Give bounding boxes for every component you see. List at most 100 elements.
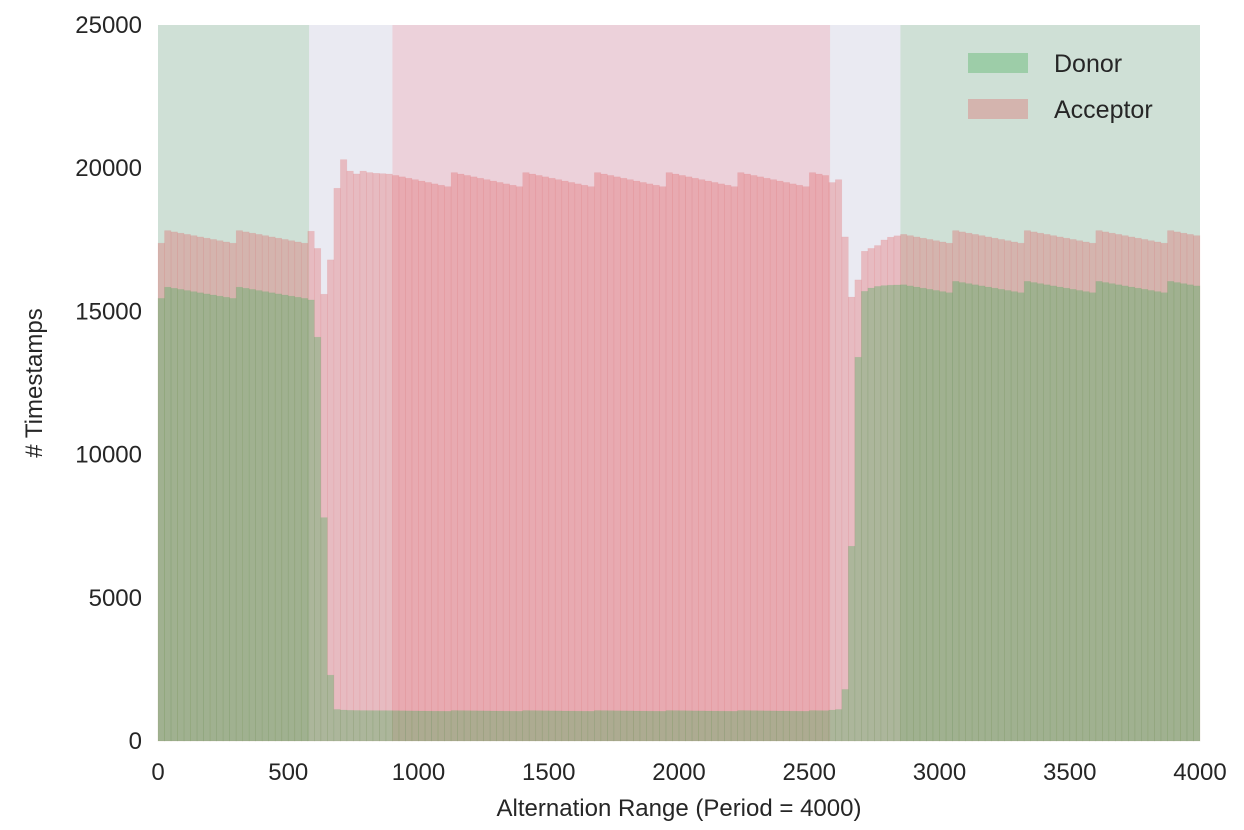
- donor-bar: [1004, 290, 1012, 742]
- donor-bar: [1049, 285, 1058, 742]
- donor-bar: [652, 710, 660, 742]
- donor-bar: [633, 710, 641, 742]
- donor-bar: [776, 710, 784, 742]
- acceptor-bar: [346, 170, 354, 742]
- acceptor-bar: [880, 239, 888, 742]
- donor-bar: [203, 293, 211, 742]
- donor-bar: [743, 710, 751, 742]
- acceptor-bar: [1056, 236, 1064, 742]
- acceptor-bar: [1095, 230, 1103, 742]
- donor-bar: [170, 288, 178, 742]
- legend-swatch-acceptor: [968, 99, 1028, 119]
- acceptor-bar: [971, 234, 979, 742]
- acceptor-bar: [991, 237, 999, 742]
- donor-bar: [587, 711, 595, 742]
- donor-bar: [281, 294, 289, 742]
- donor-bar: [209, 294, 217, 742]
- donor-bar: [242, 288, 250, 742]
- donor-bar: [457, 710, 465, 742]
- acceptor-bar: [1030, 231, 1038, 742]
- acceptor-bar: [1121, 235, 1129, 742]
- donor-bar: [815, 710, 823, 742]
- acceptor-bar: [1043, 234, 1051, 742]
- acceptor-bar: [340, 159, 348, 742]
- donor-bar: [379, 710, 387, 742]
- acceptor-bar: [763, 177, 771, 742]
- acceptor-bar: [535, 175, 543, 742]
- acceptor-bar: [626, 179, 634, 742]
- acceptor-bar: [1186, 234, 1194, 742]
- x-tick-label: 0: [151, 759, 164, 786]
- donor-bar: [841, 689, 849, 742]
- acceptor-bar: [646, 183, 654, 742]
- x-tick-label: 4000: [1173, 759, 1226, 786]
- acceptor-bar: [1069, 239, 1077, 742]
- acceptor-bar: [327, 259, 335, 742]
- acceptor-bar: [216, 240, 224, 742]
- acceptor-bar: [906, 235, 914, 742]
- y-tick-label: 15000: [75, 298, 142, 325]
- donor-bar: [984, 286, 992, 742]
- acceptor-bar: [476, 177, 484, 742]
- acceptor-bar: [353, 173, 361, 742]
- acceptor-bar: [1147, 240, 1155, 742]
- donor-bar: [372, 710, 380, 742]
- acceptor-bar: [411, 179, 419, 742]
- acceptor-bar: [1167, 230, 1175, 742]
- donor-bar: [802, 711, 810, 742]
- donor-bar: [1036, 283, 1044, 742]
- donor-bar: [750, 710, 758, 742]
- acceptor-bar: [952, 230, 960, 742]
- donor-bar: [489, 710, 497, 742]
- acceptor-bar: [633, 180, 641, 742]
- acceptor-bar: [802, 186, 810, 742]
- acceptor-bar: [450, 172, 458, 742]
- acceptor-bar: [1049, 235, 1058, 742]
- acceptor-bar: [248, 232, 256, 742]
- donor-bar: [854, 356, 862, 742]
- acceptor-bar: [769, 179, 777, 742]
- donor-bar: [932, 290, 940, 742]
- donor-bar: [821, 710, 830, 742]
- acceptor-bar: [287, 240, 296, 742]
- donor-bar: [1095, 281, 1103, 742]
- donor-bar: [678, 710, 686, 742]
- x-tick-label: 1500: [522, 759, 575, 786]
- donor-bar: [1173, 282, 1181, 742]
- donor-bar: [567, 710, 576, 742]
- donor-bar: [1102, 282, 1110, 742]
- donor-bar: [398, 710, 406, 742]
- acceptor-bar: [984, 236, 992, 742]
- acceptor-bar: [821, 175, 830, 742]
- acceptor-bars: [157, 159, 1201, 742]
- acceptor-bar: [958, 231, 966, 742]
- acceptor-bar: [750, 175, 758, 742]
- acceptor-bar: [1160, 242, 1168, 742]
- donor-bar: [1017, 292, 1025, 742]
- donor-bar: [704, 710, 712, 742]
- acceptor-bar: [313, 248, 322, 742]
- donor-bar: [353, 710, 361, 742]
- acceptor-bar: [424, 182, 432, 742]
- acceptor-bar: [1154, 241, 1162, 742]
- donor-bar: [190, 291, 198, 742]
- acceptor-bar: [1023, 230, 1031, 742]
- donor-bar: [893, 284, 901, 742]
- acceptor-bar: [268, 236, 276, 742]
- x-tick-labels: 0 500 1000 1500 2000 2500 3000 3500 4000: [151, 759, 1226, 786]
- donor-bar: [958, 282, 966, 742]
- donor-bar: [1088, 292, 1097, 742]
- donor-bar: [222, 296, 230, 742]
- acceptor-bar: [431, 183, 439, 742]
- acceptor-bar: [190, 235, 198, 742]
- x-tick-label: 2500: [783, 759, 836, 786]
- acceptor-bar: [1088, 242, 1097, 742]
- donor-bar: [483, 710, 491, 742]
- donor-bar: [665, 710, 673, 742]
- donor-bar: [333, 709, 341, 742]
- donor-bar: [1154, 291, 1162, 742]
- acceptor-bar: [235, 230, 243, 742]
- acceptor-bar: [300, 242, 309, 742]
- donor-bar: [626, 710, 634, 742]
